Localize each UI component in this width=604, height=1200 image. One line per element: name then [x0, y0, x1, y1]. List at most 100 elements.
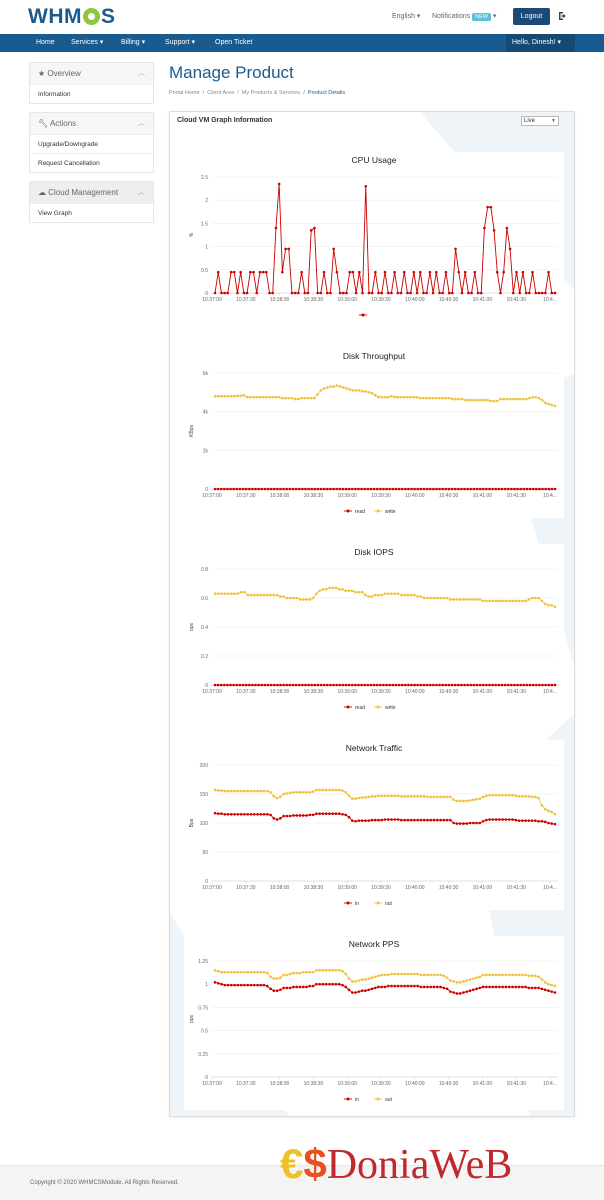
sidebar-item-upgrade[interactable]: Upgrade/Downgrade: [30, 134, 153, 153]
data-point: [507, 818, 511, 821]
data-point: [491, 487, 494, 491]
live-select[interactable]: Live ▼: [521, 116, 559, 126]
data-point: [223, 592, 227, 595]
data-point: [282, 986, 285, 990]
data-point: [288, 683, 292, 687]
notifications-dropdown[interactable]: Notifications NEW ▾: [432, 13, 497, 21]
data-point: [428, 270, 432, 274]
logout-button[interactable]: Logout: [513, 8, 550, 25]
data-point: [400, 487, 404, 491]
data-point: [393, 592, 397, 595]
data-point: [372, 487, 376, 491]
y-tick-label: 0.4: [201, 625, 208, 631]
data-point: [553, 822, 557, 826]
data-point: [503, 683, 507, 687]
data-point: [473, 398, 477, 402]
data-point: [553, 291, 557, 295]
nav-billing[interactable]: Billing ▾: [121, 39, 146, 46]
data-point: [285, 973, 289, 977]
data-point: [344, 790, 348, 794]
data-point: [547, 603, 550, 607]
nav-services-label: Services: [71, 39, 98, 46]
data-point: [396, 972, 400, 976]
x-tick-label: 10:37:00: [202, 1081, 222, 1087]
y-tick-label: 0.2: [201, 654, 208, 660]
nav-home[interactable]: Home: [36, 39, 55, 46]
data-point: [501, 985, 504, 989]
data-point: [298, 790, 302, 794]
data-point: [239, 789, 243, 793]
y-tick-label: 2.5: [201, 175, 208, 181]
data-point: [393, 984, 397, 988]
exit-icon[interactable]: [558, 11, 568, 21]
data-point: [390, 818, 393, 821]
data-point: [233, 592, 236, 595]
sidebar-item-cancellation[interactable]: Request Cancellation: [30, 153, 153, 172]
data-point: [354, 487, 357, 491]
data-point: [338, 385, 342, 388]
data-point: [249, 593, 253, 597]
x-tick-label: 10:39:00: [337, 493, 357, 499]
data-point: [354, 590, 357, 594]
data-point: [442, 986, 446, 990]
breadcrumb-portal-home[interactable]: Portal Home: [169, 90, 200, 96]
sidebar-actions-header[interactable]: 🔧︎ Actions ︿: [30, 113, 153, 134]
whmcs-logo[interactable]: WHM S: [28, 5, 116, 28]
data-point: [219, 487, 223, 491]
data-point: [379, 487, 382, 491]
data-point: [324, 968, 328, 972]
x-tick-label: 10:38:00: [270, 297, 290, 303]
sidebar-cloud-header[interactable]: ☁ Cloud Management ︿: [30, 182, 153, 203]
data-point: [385, 683, 388, 687]
data-point: [351, 991, 354, 994]
data-point: [458, 799, 462, 803]
data-point: [275, 796, 279, 800]
data-point: [512, 397, 515, 401]
breadcrumb-products[interactable]: My Products & Services: [241, 90, 301, 96]
data-point: [537, 396, 541, 400]
data-point: [229, 394, 233, 398]
data-point: [386, 291, 390, 295]
data-point: [391, 487, 395, 491]
legend-swatch-dot: [346, 509, 350, 513]
data-point: [341, 969, 344, 973]
data-point: [426, 985, 429, 989]
data-point: [511, 599, 514, 603]
data-point: [321, 588, 325, 591]
language-dropdown[interactable]: English ▾: [392, 13, 421, 20]
data-point: [432, 683, 435, 687]
sidebar-item-view-graph[interactable]: View Graph: [30, 203, 153, 222]
data-point: [279, 595, 282, 598]
nav-open-ticket[interactable]: Open Ticket: [215, 39, 253, 46]
data-point: [531, 270, 534, 274]
data-point: [488, 793, 491, 797]
data-point: [332, 247, 335, 251]
data-point: [223, 789, 227, 793]
data-point: [373, 593, 377, 597]
sidebar-cloud-panel: ☁ Cloud Management ︿ View Graph: [29, 181, 154, 223]
data-point: [479, 291, 483, 295]
x-tick-label: 10:4...: [543, 885, 557, 891]
data-point: [364, 989, 367, 992]
data-point: [393, 818, 397, 821]
data-point: [311, 984, 315, 988]
sidebar-overview-header[interactable]: ★ Overview ︿: [30, 63, 153, 84]
disk-throughput-chart: Disk Throughput 0 2k 4k 6k KBps 10:37:00 10:37:…: [184, 348, 564, 518]
user-menu[interactable]: Hello, Dinesh! ▾: [506, 34, 575, 52]
data-point: [514, 818, 518, 822]
data-point: [226, 394, 230, 398]
brand-watermark: €$DoniaWeB: [280, 1140, 512, 1189]
data-point: [500, 683, 504, 687]
nav-services[interactable]: Services ▾: [71, 39, 104, 46]
nav-support[interactable]: Support ▾: [165, 39, 195, 46]
breadcrumb-client-area[interactable]: Client Area: [207, 90, 235, 96]
data-point: [442, 795, 446, 799]
data-point: [275, 593, 279, 597]
sidebar-item-information[interactable]: Information: [30, 84, 153, 103]
data-point: [409, 984, 413, 988]
data-point: [236, 394, 239, 398]
data-point: [426, 795, 429, 799]
data-point: [467, 291, 470, 295]
legend-label: write: [385, 509, 396, 515]
data-point: [306, 291, 310, 295]
